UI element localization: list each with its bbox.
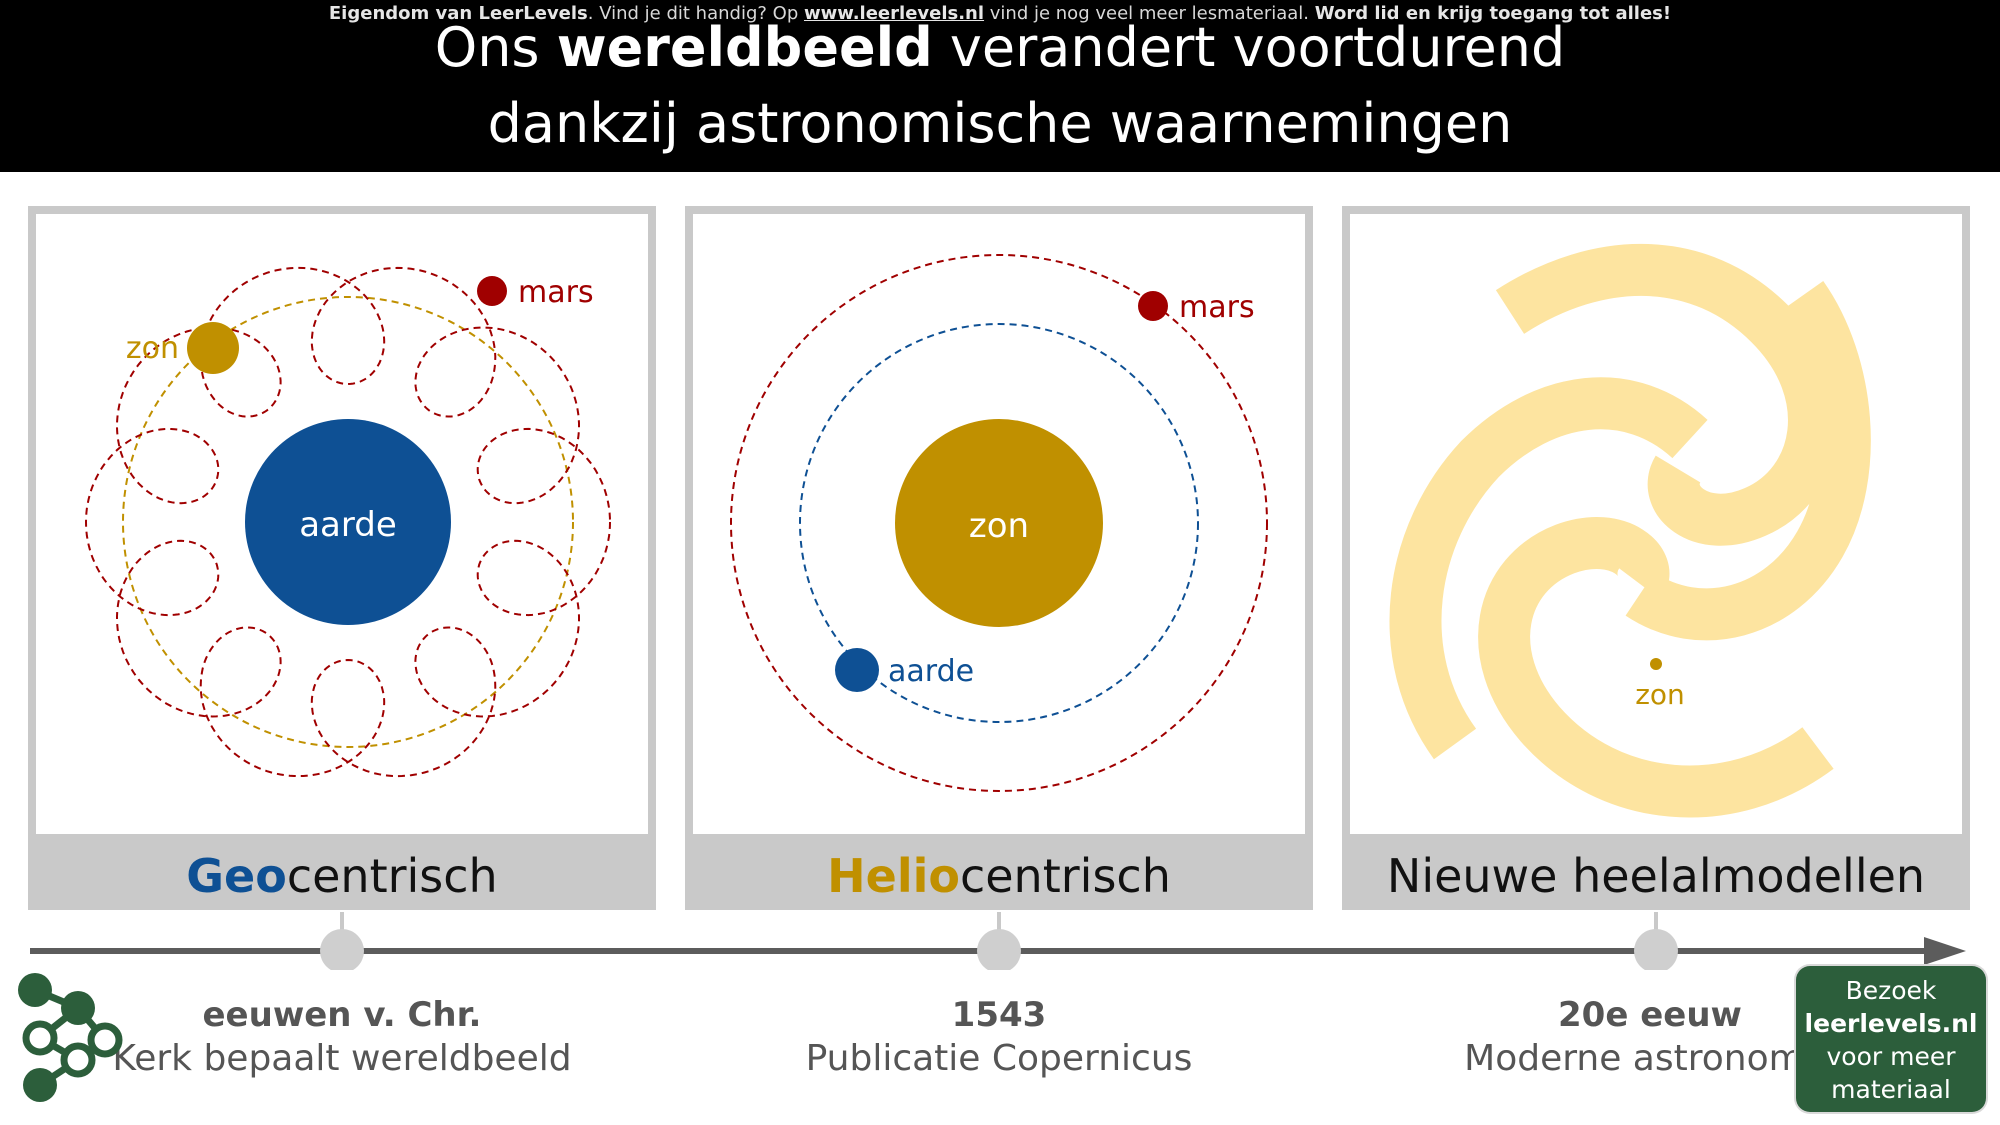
sun-label: zon (969, 506, 1029, 546)
mars-epicycle-orbit (84, 266, 611, 778)
cta-line-3: voor meer (1826, 1042, 1956, 1071)
earth-label: aarde (299, 505, 397, 545)
panel-heliocentric: zon aarde mars Heliocentrisch (685, 206, 1313, 910)
mars-label: mars (1179, 290, 1255, 325)
heliocentric-diagram: zon aarde mars (730, 254, 1268, 792)
mars-orbit (730, 254, 1268, 792)
title-pre: Ons (434, 16, 557, 79)
visit-leerlevels-button[interactable]: Bezoek leerlevels.nl voor meer materiaal (1796, 966, 1986, 1112)
sun-orbit (122, 296, 574, 748)
page-title-line2: dankzij astronomische waarnemingen (487, 92, 1513, 155)
cta-line-1: Bezoek (1845, 976, 1937, 1005)
panel-galaxy-canvas: zon (1350, 214, 1962, 834)
galaxy-arm-left (1389, 377, 1708, 760)
panel-heliocentric-title: Heliocentrisch (685, 848, 1313, 904)
timeline-marker-geocentric (320, 929, 364, 970)
notice-cta: Word lid en krijg toegang tot alles! (1314, 3, 1672, 24)
panel-geocentric: aarde zon mars Geocentrisch (28, 206, 656, 910)
timeline-era-2: 1543 (951, 995, 1047, 1035)
panel-heliocentric-canvas: zon aarde mars (693, 214, 1305, 834)
sun-position-dot (1650, 658, 1662, 670)
panel-galaxy-title: Nieuwe heelalmodellen (1386, 849, 1926, 903)
mars-planet (477, 276, 507, 306)
timeline-desc-2: Publicatie Copernicus (805, 1038, 1193, 1079)
timeline-arrowhead (1924, 937, 1966, 965)
title-bold: wereldbeeld (556, 16, 933, 79)
sun-planet (187, 322, 239, 374)
timeline (30, 912, 1966, 970)
panel-geocentric-title: Geocentrisch (28, 848, 656, 904)
notice-owner: Eigendom van LeerLevels (328, 3, 588, 24)
copyright-notice: Eigendom van LeerLevels. Vind je dit han… (0, 3, 2000, 24)
geo-rest: centrisch (286, 849, 498, 903)
earth-planet (835, 648, 879, 692)
timeline-marker-modern (1634, 929, 1678, 970)
mars-label: mars (518, 275, 594, 310)
sun-label: zon (126, 331, 179, 366)
header-bar: Eigendom van LeerLevels. Vind je dit han… (0, 0, 2000, 172)
earth-label: aarde (888, 654, 974, 689)
earth-orbit (799, 323, 1199, 723)
timeline-era-3: 20e eeuw (1558, 995, 1742, 1035)
sun-planet (895, 419, 1103, 627)
helio-highlight: Helio (827, 849, 960, 903)
geocentric-diagram: aarde zon mars (84, 266, 611, 778)
galaxy-diagram: zon (1389, 244, 1871, 818)
notice-text-tail: vind je nog veel meer lesmateriaal. (984, 3, 1315, 24)
panel-galaxy: zon Nieuwe heelalmodellen (1342, 206, 1970, 910)
timeline-era-1: eeuwen v. Chr. (202, 995, 482, 1035)
geo-highlight: Geo (186, 849, 287, 903)
galaxy-arm-right (1625, 281, 1871, 641)
cta-line-2: leerlevels.nl (1804, 1009, 1978, 1038)
sun-label: zon (1635, 678, 1685, 711)
mars-planet (1138, 291, 1168, 321)
leerlevels-logo-icon (18, 973, 123, 1102)
earth-planet (245, 419, 451, 625)
timeline-desc-3: Moderne astronomie (1464, 1038, 1836, 1079)
timeline-desc-1: Kerk bepaalt wereldbeeld (112, 1038, 572, 1079)
notice-text: . Vind je dit handig? Op (587, 3, 804, 24)
timeline-marker-heliocentric (977, 929, 1021, 970)
notice-link[interactable]: www.leerlevels.nl (803, 3, 985, 24)
panel-geocentric-canvas: aarde zon mars (36, 214, 648, 834)
galaxy-arms (1389, 244, 1871, 818)
galaxy-arm-bottom (1478, 517, 1834, 818)
galaxy-arm-top (1495, 244, 1840, 546)
cta-line-4: materiaal (1831, 1075, 1951, 1104)
helio-rest: centrisch (959, 849, 1171, 903)
page-title: Ons wereldbeeld verandert voortdurend (0, 16, 2000, 80)
title-post: verandert voortdurend (932, 16, 1566, 79)
